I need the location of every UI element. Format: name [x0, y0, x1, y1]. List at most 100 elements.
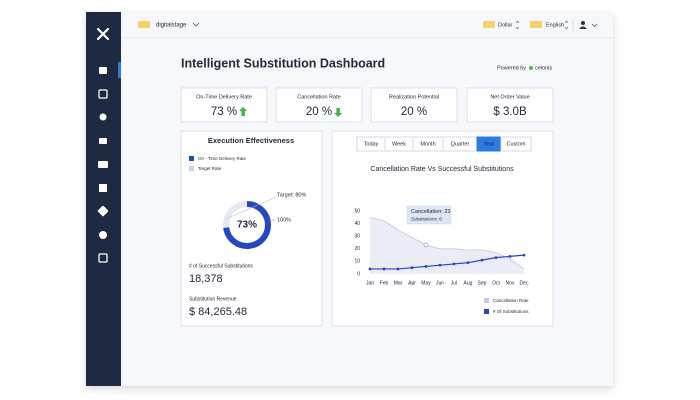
series-point — [382, 267, 386, 271]
tab-label[interactable]: Quarter — [451, 141, 470, 147]
user-chevron[interactable] — [591, 23, 598, 28]
kpi-label: On-Time Delivery Rate — [196, 94, 252, 100]
kpi-trend-arrow — [239, 107, 248, 116]
tab-label[interactable]: Custom — [507, 141, 526, 147]
nav-tags[interactable] — [97, 205, 109, 217]
series-point — [508, 254, 512, 258]
series-point — [522, 253, 526, 257]
tab-label[interactable]: Year — [483, 141, 494, 147]
tab[interactable] — [500, 136, 532, 152]
nav-substitution[interactable] — [98, 89, 108, 99]
tab-label[interactable]: Today — [364, 141, 379, 147]
kpi-label: Realization Potential — [389, 94, 439, 100]
tab-label[interactable]: Month — [420, 141, 435, 147]
legend-swatch — [484, 309, 489, 314]
sidebar-icons — [97, 67, 109, 263]
y-tick-label: 20 — [354, 246, 360, 252]
series-point — [396, 267, 400, 271]
y-tick-label: 0 — [357, 271, 360, 277]
nav-users[interactable] — [99, 113, 107, 121]
metric-value: $ 84,265.48 — [189, 306, 247, 318]
y-tick-label: 10 — [354, 259, 360, 265]
x-tick-label: Feb — [380, 280, 389, 286]
x-tick-label: Dec — [520, 280, 529, 286]
x-tick-label: Jul — [451, 280, 457, 286]
metric-label: Substitution Revenue — [189, 296, 237, 302]
currency-badge — [483, 21, 495, 28]
legend-swatch — [484, 298, 489, 303]
brand-logo — [529, 66, 533, 70]
x-tick-label: Nov — [506, 280, 515, 286]
x-tick-label: Jan — [366, 280, 374, 286]
language[interactable]: English — [546, 22, 564, 28]
workspace-badge — [138, 21, 150, 28]
workspace-chevron[interactable] — [192, 22, 200, 27]
x-tick-label: Mar — [394, 280, 403, 286]
target-marker — [226, 196, 277, 219]
x-tick-label: Oct — [492, 280, 500, 286]
language-badge — [530, 21, 542, 28]
series-point — [410, 266, 414, 270]
nav-profile[interactable] — [98, 253, 108, 263]
nav-home[interactable] — [99, 67, 107, 74]
sidebar-active-indicator — [118, 62, 121, 78]
legend-swatch — [189, 156, 194, 161]
nav-products[interactable] — [99, 184, 107, 192]
powered-by: Powered by — [497, 65, 526, 71]
chart-title: Cancellation Rate Vs Successful Substitu… — [370, 166, 514, 173]
chart-card — [331, 130, 554, 327]
tooltip-line: Cancellation: 23 — [411, 209, 450, 215]
nav-orders[interactable] — [98, 161, 108, 168]
x-tick-label: Jun — [436, 280, 444, 286]
metric-value: 18,378 — [189, 273, 223, 285]
kpi-card — [180, 87, 268, 123]
x-tick-label: May — [421, 280, 431, 286]
kpi-value: 20 % — [306, 106, 332, 118]
legend-label: # Of Substitutions — [493, 309, 529, 314]
kpi-label: Cancellation Rate — [297, 94, 340, 100]
legend-swatch — [189, 166, 194, 171]
nav-settings[interactable] — [99, 231, 107, 239]
currency[interactable]: Dollar — [498, 22, 513, 28]
page-title: Intelligent Substitution Dashboard — [181, 56, 385, 70]
series-point — [466, 261, 470, 265]
language-arrows[interactable] — [564, 20, 569, 30]
logo — [96, 27, 110, 41]
tab-label[interactable]: Week — [392, 141, 406, 147]
execution-title: Execution Effectiveness — [208, 136, 294, 145]
tooltip — [406, 205, 452, 225]
y-tick-label: 30 — [354, 234, 360, 240]
brand-name: celonis — [535, 65, 552, 71]
currency-arrows[interactable] — [515, 20, 520, 30]
x-tick-label: Sep — [478, 280, 487, 286]
x-tick-label: Aug — [464, 280, 473, 286]
kpi-value: 20 % — [401, 106, 427, 118]
nav-cart[interactable] — [99, 138, 107, 144]
tooltip-line: Substitutions: 6 — [411, 217, 442, 222]
kpi-card — [275, 87, 363, 123]
max-label: 100% — [277, 217, 291, 223]
legend-label: Target Rate — [198, 166, 222, 171]
y-tick-label: 50 — [354, 208, 360, 214]
series-point — [452, 262, 456, 266]
tooltip-point — [423, 242, 429, 248]
user-menu[interactable] — [579, 21, 587, 29]
series-line — [369, 216, 525, 270]
y-tick-label: 40 — [354, 221, 360, 227]
x-tick-label: Apr — [408, 280, 416, 286]
series-point — [494, 256, 498, 260]
series-point — [480, 258, 484, 262]
execution-card — [180, 130, 323, 327]
target-label: Target: 80% — [277, 192, 306, 198]
series-point — [438, 263, 442, 267]
series-point — [424, 265, 428, 268]
kpi-card — [466, 87, 554, 123]
kpi-value: 73 % — [211, 106, 237, 118]
donut-arc — [223, 201, 271, 249]
workspace-name[interactable]: digitalstage — [156, 23, 187, 29]
series-line — [370, 254, 525, 270]
donut-center-label: 73% — [237, 220, 257, 231]
legend-label: Cancellation Rate — [493, 298, 529, 303]
